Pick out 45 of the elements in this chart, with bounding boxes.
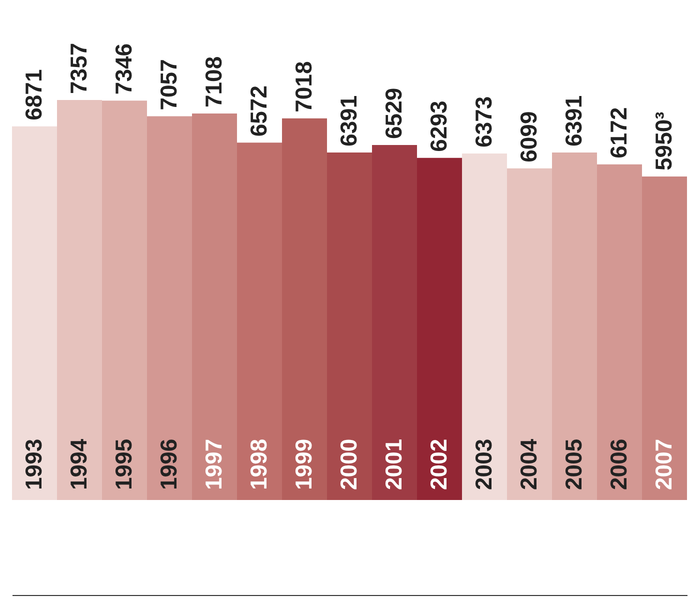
data-label: 7108 (200, 56, 226, 108)
data-label: 7346 (110, 43, 136, 95)
bar (597, 164, 642, 500)
bar (192, 114, 237, 500)
bar (642, 176, 687, 500)
x-tick-label: 1995 (110, 438, 136, 490)
bar (417, 158, 462, 500)
bar (462, 154, 507, 500)
x-tick-label: 1994 (66, 438, 92, 490)
x-tick-label: 2005 (560, 438, 586, 490)
x-tick-label: 2001 (380, 438, 406, 490)
x-tick-label: 1993 (20, 438, 46, 490)
data-label: 7357 (66, 42, 92, 94)
data-label: 7057 (156, 59, 182, 110)
data-label: 6529 (380, 88, 406, 140)
x-tick-label: 1996 (156, 438, 182, 490)
bar (57, 100, 102, 500)
bar (237, 142, 282, 500)
bar (327, 152, 372, 500)
bar (372, 145, 417, 500)
data-label: 6572 (246, 86, 272, 137)
data-label: 5950³ (650, 111, 676, 170)
x-tick-label: 2006 (606, 438, 632, 490)
x-tick-label: 2000 (336, 438, 362, 490)
bar (282, 118, 327, 500)
x-tick-label: 2007 (650, 438, 676, 490)
data-label: 6099 (516, 111, 542, 162)
data-label: 6871 (20, 69, 46, 120)
data-label: 6172 (606, 107, 632, 158)
x-tick-label: 2002 (426, 438, 452, 490)
bar (102, 100, 147, 500)
bar (147, 116, 192, 500)
bar (12, 126, 57, 500)
x-tick-label: 2003 (470, 438, 496, 490)
data-label: 6373 (470, 96, 496, 148)
x-tick-label: 1999 (290, 438, 316, 490)
data-label: 7018 (290, 61, 316, 112)
data-label: 6293 (426, 100, 452, 152)
data-label: 6391 (336, 95, 362, 147)
bar (552, 152, 597, 500)
x-tick-label: 1997 (200, 438, 226, 490)
x-tick-label: 1998 (246, 438, 272, 490)
x-tick-label: 2004 (516, 438, 542, 490)
bar (507, 168, 552, 500)
data-label: 6391 (560, 95, 586, 147)
